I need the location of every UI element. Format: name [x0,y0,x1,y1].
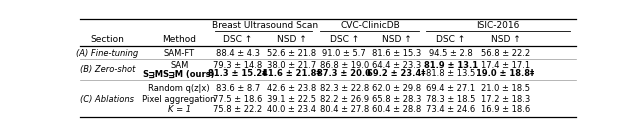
Text: ISIC-2016: ISIC-2016 [476,21,520,30]
Text: 60.4 ± 28.8: 60.4 ± 28.8 [372,105,421,114]
Text: (B) Zero-shot: (B) Zero-shot [79,65,135,74]
Text: 81.9 ± 13.1: 81.9 ± 13.1 [424,61,478,70]
Text: 81.3 ± 15.2‡: 81.3 ± 15.2‡ [209,69,267,78]
Text: 40.0 ± 23.4: 40.0 ± 23.4 [268,105,316,114]
Text: Breast Ultrasound Scan: Breast Ultrasound Scan [212,21,318,30]
Text: 80.4 ± 27.8: 80.4 ± 27.8 [320,105,369,114]
Text: 17.4 ± 17.1: 17.4 ± 17.1 [481,61,530,70]
Text: Section: Section [90,35,124,44]
Text: 94.5 ± 2.8: 94.5 ± 2.8 [429,49,473,58]
Text: SAM-FT: SAM-FT [164,49,195,58]
Text: SᴟMSᴟM (ours): SᴟMSᴟM (ours) [143,69,215,78]
Text: 82.2 ± 26.9: 82.2 ± 26.9 [320,95,369,104]
Text: 52.6 ± 21.8: 52.6 ± 21.8 [268,49,316,58]
Text: K = 1: K = 1 [168,105,191,114]
Text: 79.3 ± 14.8: 79.3 ± 14.8 [213,61,262,70]
Text: 88.4 ± 4.3: 88.4 ± 4.3 [216,49,260,58]
Text: 86.8 ± 19.0: 86.8 ± 19.0 [320,61,369,70]
Text: 39.1 ± 22.5: 39.1 ± 22.5 [268,95,316,104]
Text: NSD ↑: NSD ↑ [491,35,520,44]
Text: NSD ↑: NSD ↑ [381,35,412,44]
Text: 73.4 ± 24.6: 73.4 ± 24.6 [426,105,476,114]
Text: DSC ↑: DSC ↑ [436,35,466,44]
Text: CVC-ClinicDB: CVC-ClinicDB [340,21,401,30]
Text: 16.9 ± 18.6: 16.9 ± 18.6 [481,105,530,114]
Text: 41.6 ± 21.8‡: 41.6 ± 21.8‡ [262,69,321,78]
Text: (C) Ablations: (C) Ablations [80,95,134,104]
Text: Pixel aggregation: Pixel aggregation [143,95,216,104]
Text: Random q(z|x): Random q(z|x) [148,84,210,93]
Text: 62.0 ± 29.8: 62.0 ± 29.8 [372,84,421,93]
Text: NSD ↑: NSD ↑ [277,35,307,44]
Text: 81.6 ± 15.3: 81.6 ± 15.3 [372,49,421,58]
Text: 83.6 ± 8.7: 83.6 ± 8.7 [216,84,260,93]
Text: DSC ↑: DSC ↑ [223,35,252,44]
Text: 17.2 ± 18.3: 17.2 ± 18.3 [481,95,530,104]
Text: (A) Fine-tuning: (A) Fine-tuning [76,49,138,58]
Text: 69.2 ± 23.4‡: 69.2 ± 23.4‡ [367,69,426,78]
Text: 82.3 ± 22.8: 82.3 ± 22.8 [320,84,369,93]
Text: 77.5 ± 18.6: 77.5 ± 18.6 [213,95,262,104]
Text: 21.0 ± 18.5: 21.0 ± 18.5 [481,84,530,93]
Text: 64.4 ± 23.3: 64.4 ± 23.3 [372,61,421,70]
Text: 75.8 ± 22.2: 75.8 ± 22.2 [213,105,262,114]
Text: 78.3 ± 18.5: 78.3 ± 18.5 [426,95,476,104]
Text: 87.3 ± 20.0: 87.3 ± 20.0 [317,69,371,78]
Text: SAM: SAM [170,61,188,70]
Text: 81.8 ± 13.5: 81.8 ± 13.5 [426,69,476,78]
Text: Method: Method [162,35,196,44]
Text: 19.0 ± 18.8‡: 19.0 ± 18.8‡ [476,69,534,78]
Text: 91.0 ± 5.7: 91.0 ± 5.7 [323,49,366,58]
Text: 38.0 ± 21.7: 38.0 ± 21.7 [267,61,316,70]
Text: 65.8 ± 28.3: 65.8 ± 28.3 [372,95,421,104]
Text: 42.6 ± 23.8: 42.6 ± 23.8 [267,84,316,93]
Text: 56.8 ± 22.2: 56.8 ± 22.2 [481,49,530,58]
Text: DSC ↑: DSC ↑ [330,35,359,44]
Text: 69.4 ± 27.1: 69.4 ± 27.1 [426,84,476,93]
